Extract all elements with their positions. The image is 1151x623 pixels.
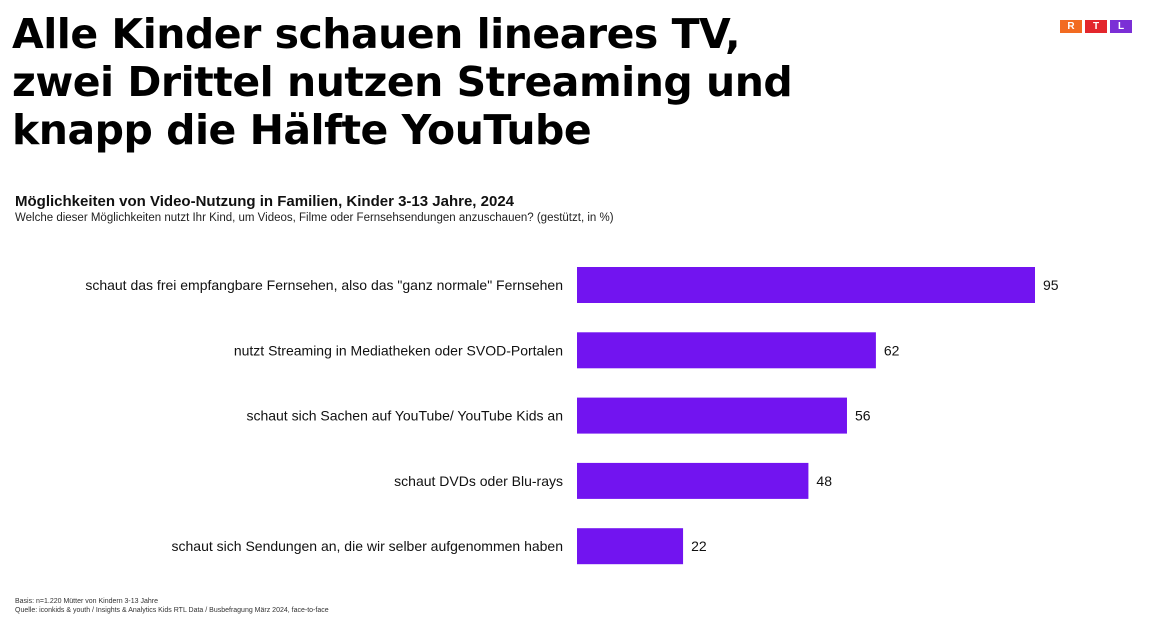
logo-letter-t: T [1085,20,1107,33]
headline-line-1: Alle Kinder schauen lineares TV, [12,10,741,58]
logo-letter-l: L [1110,20,1132,33]
bar [577,397,847,434]
chart-subtitle: Welche dieser Möglichkeiten nutzt Ihr Ki… [15,212,614,224]
bar [577,528,684,565]
chart-title: Möglichkeiten von Video-Nutzung in Famil… [15,193,514,210]
value-label: 95 [1043,277,1059,293]
footnote-source: Quelle: iconkids & youth / Insights & An… [15,607,329,614]
value-label: 62 [884,342,900,358]
bar [577,332,876,369]
category-label: schaut das frei empfangbare Fernsehen, a… [85,277,563,293]
category-label: schaut sich Sendungen an, die wir selber… [172,538,563,554]
rtl-logo: R T L [1060,20,1132,33]
headline-line-3: knapp die Hälfte YouTube [12,106,592,154]
logo-letter-r: R [1060,20,1082,33]
category-label: schaut sich Sachen auf YouTube/ YouTube … [246,408,563,424]
value-label: 48 [816,473,832,489]
bar-chart: schaut das frei empfangbare Fernsehen, a… [85,267,1059,565]
bar [577,267,1035,303]
headline: Alle Kinder schauen lineares TV, zwei Dr… [12,10,793,154]
value-label: 22 [691,538,707,554]
category-label: nutzt Streaming in Mediatheken oder SVOD… [234,342,563,358]
bar [577,462,809,499]
value-label: 56 [855,408,871,424]
footnote-basis: Basis: n=1.220 Mütter von Kindern 3-13 J… [15,598,159,605]
category-label: schaut DVDs oder Blu-rays [394,473,563,489]
headline-line-2: zwei Drittel nutzen Streaming und [12,58,793,106]
